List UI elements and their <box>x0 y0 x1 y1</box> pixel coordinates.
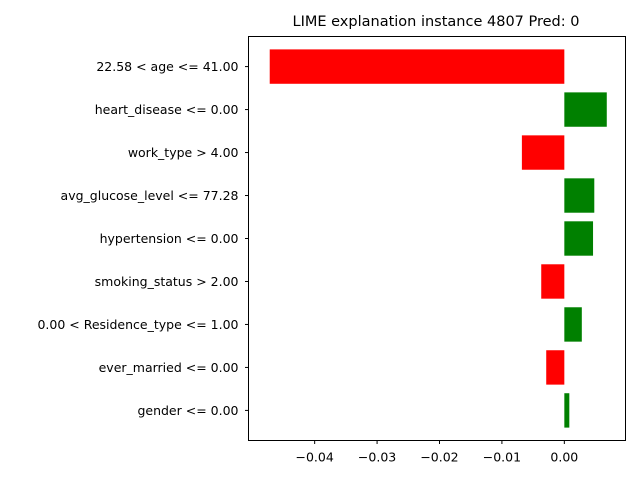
y-tick-label-8: gender <= 0.00 <box>137 403 238 418</box>
y-tick-label-1: heart_disease <= 0.00 <box>95 102 239 117</box>
y-axis-ticks: 22.58 < age <= 41.00 heart_disease <= 0.0… <box>37 59 249 418</box>
y-tick-label-6: 0.00 < Residence_type <= 1.00 <box>37 317 238 332</box>
x-axis-ticks: −0.04 −0.03 −0.02 −0.01 0.00 <box>296 440 578 465</box>
y-tick-label-3: avg_glucose_level <= 77.28 <box>61 188 239 203</box>
y-tick-label-7: ever_married <= 0.00 <box>99 360 239 375</box>
y-tick-label-2: work_type > 4.00 <box>128 145 239 160</box>
bar-7 <box>546 350 565 385</box>
bar-5 <box>541 264 565 299</box>
y-tick-label-0: 22.58 < age <= 41.00 <box>96 59 238 74</box>
y-tick-label-4: hypertension <= 0.00 <box>100 231 239 246</box>
x-tick-label-3: −0.01 <box>483 450 521 465</box>
bars-group <box>269 49 607 428</box>
x-tick-label-1: −0.03 <box>358 450 396 465</box>
bar-4 <box>564 221 594 256</box>
chart-title: LIME explanation instance 4807 Pred: 0 <box>293 14 580 30</box>
bar-6 <box>564 307 582 342</box>
bar-0 <box>269 49 565 84</box>
x-tick-label-0: −0.04 <box>296 450 334 465</box>
bar-2 <box>521 135 565 170</box>
x-tick-label-4: 0.00 <box>550 450 578 465</box>
y-tick-label-5: smoking_status > 2.00 <box>95 274 239 289</box>
bar-8 <box>564 393 570 428</box>
x-tick-label-2: −0.02 <box>420 450 458 465</box>
bar-3 <box>564 178 595 213</box>
bar-1 <box>564 92 607 127</box>
plot-frame <box>248 36 626 441</box>
